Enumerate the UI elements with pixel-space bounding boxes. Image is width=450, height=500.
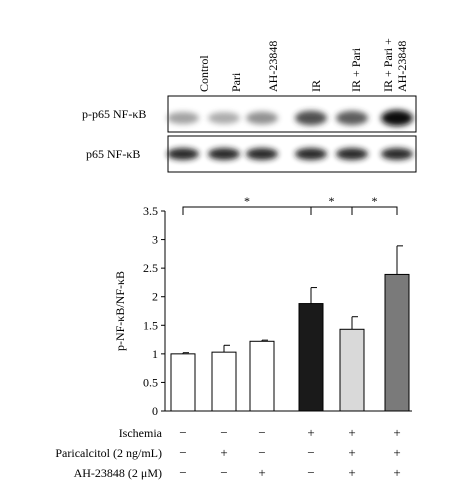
- condition-mark: −: [220, 465, 227, 480]
- y-tick-label: 1.5: [143, 318, 158, 332]
- blot-band: [208, 148, 240, 160]
- blot-band: [246, 111, 278, 125]
- condition-mark: −: [220, 425, 227, 440]
- condition-mark: +: [220, 445, 227, 460]
- lane-label-ir: IR: [309, 80, 323, 92]
- condition-mark: +: [393, 465, 400, 480]
- condition-mark: −: [307, 445, 314, 460]
- significance-label: *: [244, 194, 250, 208]
- blot-band: [381, 110, 413, 126]
- condition-mark: +: [258, 465, 265, 480]
- significance-brackets: * * *: [182, 194, 398, 215]
- condition-label-paricalcitol: Paricalcitol (2 ng/mL): [55, 446, 162, 460]
- condition-mark: +: [348, 465, 355, 480]
- blot-lane-labels: Control Pari AH-23848 IR IR + Pari IR + …: [197, 35, 409, 92]
- significance-label: *: [329, 194, 335, 208]
- blot-panel-total: [167, 135, 417, 173]
- condition-table: Ischemia Paricalcitol (2 ng/mL) AH-23848…: [55, 425, 400, 480]
- y-tick-label: 3.5: [143, 204, 158, 218]
- blot-band: [208, 112, 240, 124]
- blot-band: [167, 148, 199, 160]
- lane-label-ah23848: AH-23848: [266, 41, 280, 92]
- significance-bracket: [182, 206, 312, 215]
- lane-label-ir-pari-ah-line2: AH-23848: [395, 41, 409, 92]
- significance-label: *: [372, 194, 378, 208]
- y-axis-ticks: 0 0.5 1 1.5 2 2.5 3 3.5: [143, 204, 165, 418]
- bar: [339, 328, 365, 412]
- bars: [170, 245, 410, 412]
- blot-bands: [167, 110, 413, 160]
- condition-mark: +: [307, 425, 314, 440]
- lane-label-pari: Pari: [229, 72, 243, 92]
- bar: [211, 351, 237, 412]
- lane-label-ir-pari-ah-line1: IR + Pari +: [381, 38, 395, 92]
- blot-band: [167, 111, 199, 125]
- blot-row-label-phospho: p-p65 NF-κB: [82, 107, 146, 121]
- blot-band: [246, 148, 278, 160]
- y-tick-label: 2: [152, 290, 158, 304]
- condition-mark: −: [258, 445, 265, 460]
- significance-bracket: [310, 206, 353, 215]
- bar: [384, 273, 410, 412]
- blot-band: [336, 148, 368, 160]
- condition-mark: +: [348, 425, 355, 440]
- condition-label-ah23848: AH-23848 (2 μM): [74, 466, 162, 480]
- y-tick-label: 3: [152, 233, 158, 247]
- blot-band: [295, 148, 327, 160]
- lane-label-control: Control: [197, 55, 211, 92]
- condition-mark: −: [179, 465, 186, 480]
- bar-chart: p-NF-κB/NF-κB 0 0.5 1 1.5 2 2.5 3 3.5 * * *: [113, 194, 412, 418]
- lane-label-ir-pari: IR + Pari: [349, 47, 363, 92]
- condition-marks: − − − + + + − + − − + + − − + − + +: [179, 425, 400, 480]
- significance-bracket: [351, 206, 398, 215]
- y-tick-label: 2.5: [143, 261, 158, 275]
- condition-mark: +: [393, 425, 400, 440]
- y-tick-label: 0.5: [143, 375, 158, 389]
- blot-row-label-total: p65 NF-κB: [86, 147, 140, 161]
- condition-mark: −: [258, 425, 265, 440]
- y-tick-label: 0: [152, 404, 158, 418]
- condition-mark: −: [307, 465, 314, 480]
- condition-mark: +: [393, 445, 400, 460]
- bar: [170, 353, 196, 412]
- condition-mark: +: [348, 445, 355, 460]
- blot-panel-phospho: [167, 95, 417, 133]
- lane-label-ir-pari-ah: IR + Pari + AH-23848: [381, 35, 409, 92]
- condition-mark: −: [179, 445, 186, 460]
- y-axis-label: p-NF-κB/NF-κB: [113, 271, 127, 351]
- y-tick-label: 1: [152, 347, 158, 361]
- blot-band: [381, 148, 413, 160]
- blot-band: [295, 110, 327, 126]
- blot-band: [336, 110, 368, 126]
- bar: [249, 340, 275, 412]
- bar: [298, 303, 324, 412]
- condition-label-ischemia: Ischemia: [119, 426, 163, 440]
- condition-mark: −: [179, 425, 186, 440]
